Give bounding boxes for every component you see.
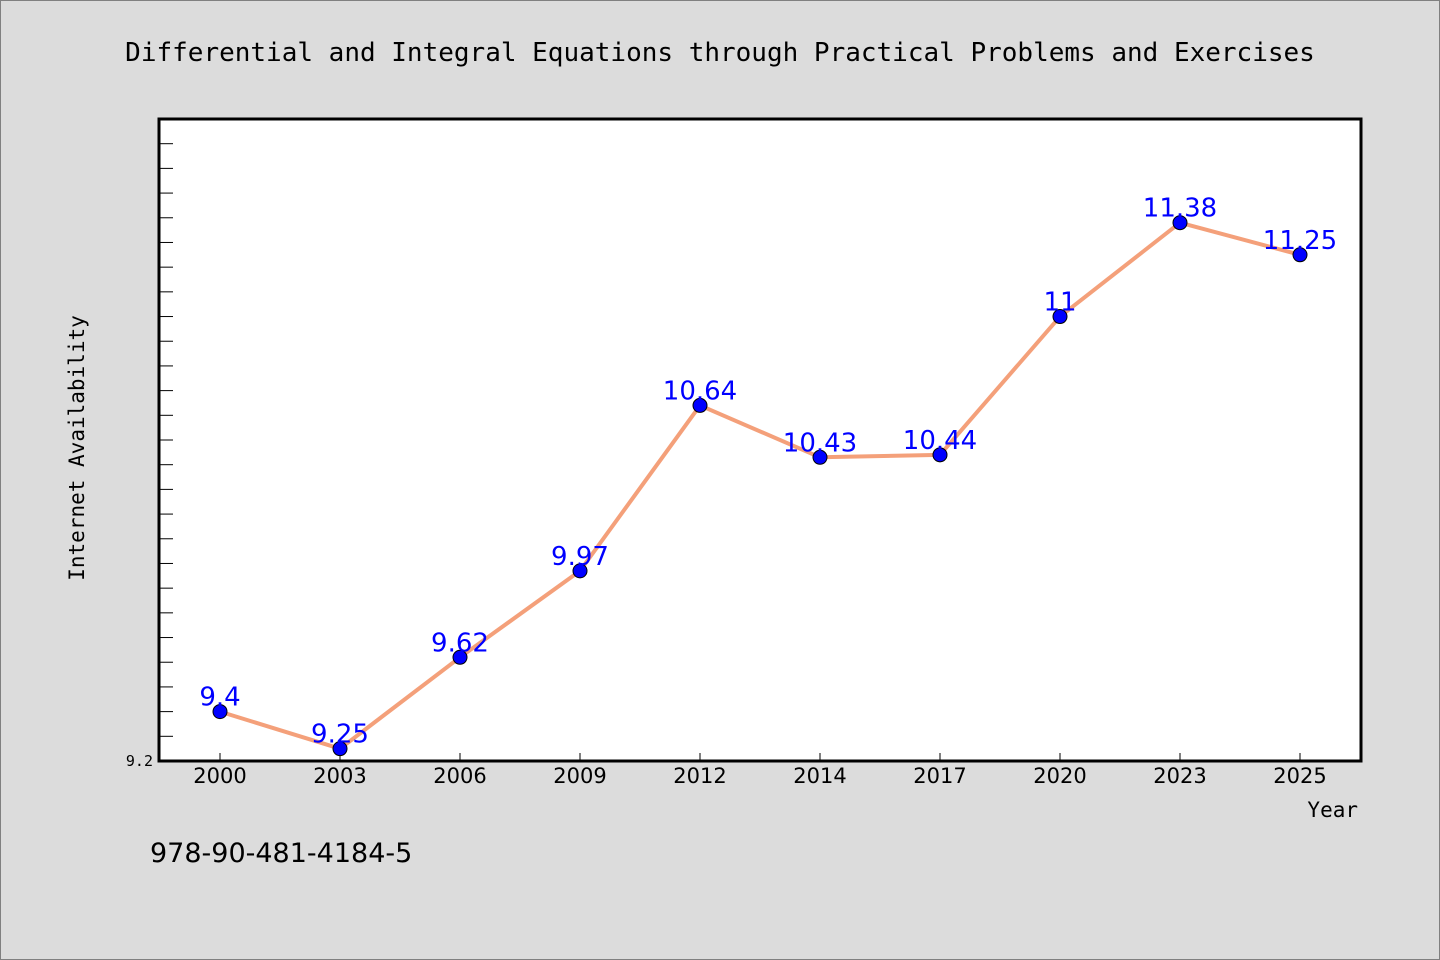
data-label: 9.25 (311, 720, 369, 750)
isbn-text: 978-90-481-4184-5 (150, 838, 412, 869)
x-tick-label: 2023 (1153, 764, 1206, 788)
series-markers (212, 215, 1308, 757)
x-tick-label: 2014 (793, 764, 846, 788)
chart-title: Differential and Integral Equations thro… (125, 38, 1315, 68)
x-tick-label: 2025 (1273, 764, 1326, 788)
x-tick-label: 2000 (193, 764, 246, 788)
data-label: 11 (1043, 288, 1076, 318)
data-point (812, 449, 828, 465)
data-label: 9.97 (551, 542, 609, 572)
data-point (1172, 215, 1188, 231)
x-tick-label: 2017 (913, 764, 966, 788)
data-label: 9.4 (199, 683, 240, 713)
data-point (1292, 247, 1308, 263)
x-tick-label: 2006 (433, 764, 486, 788)
data-labels: 9.4 9.25 9.62 9.97 10.64 10.43 10.44 11 11.38 11.… (199, 194, 1337, 750)
data-point (212, 704, 228, 720)
data-point (692, 397, 708, 413)
x-tick-labels: 2000 2003 2006 2009 2012 2014 2017 2020 2023 2025 (193, 764, 1326, 788)
data-point (332, 741, 348, 757)
data-label: 9.62 (431, 628, 489, 658)
data-point (1052, 309, 1068, 325)
data-point (572, 563, 588, 579)
data-label: 10.43 (783, 428, 857, 458)
data-label: 10.44 (903, 426, 977, 456)
x-tick-label: 2009 (553, 764, 606, 788)
plot-area (157, 117, 1363, 763)
y-axis-ticks (159, 143, 173, 737)
data-label: 11.38 (1143, 194, 1217, 224)
data-label: 11.25 (1263, 226, 1337, 256)
x-tick-label: 2003 (313, 764, 366, 788)
x-tick-label: 2020 (1033, 764, 1086, 788)
series-line-group (218, 220, 1302, 751)
series-line (218, 220, 1302, 751)
y-axis-label: Internet Availability (65, 315, 89, 581)
x-tick-label: 2012 (673, 764, 726, 788)
x-axis-label: Year (1307, 798, 1358, 822)
data-label: 10.64 (663, 376, 737, 406)
y-tick-label: 9.2 (126, 752, 153, 770)
data-point (452, 649, 468, 665)
data-point (932, 447, 948, 463)
